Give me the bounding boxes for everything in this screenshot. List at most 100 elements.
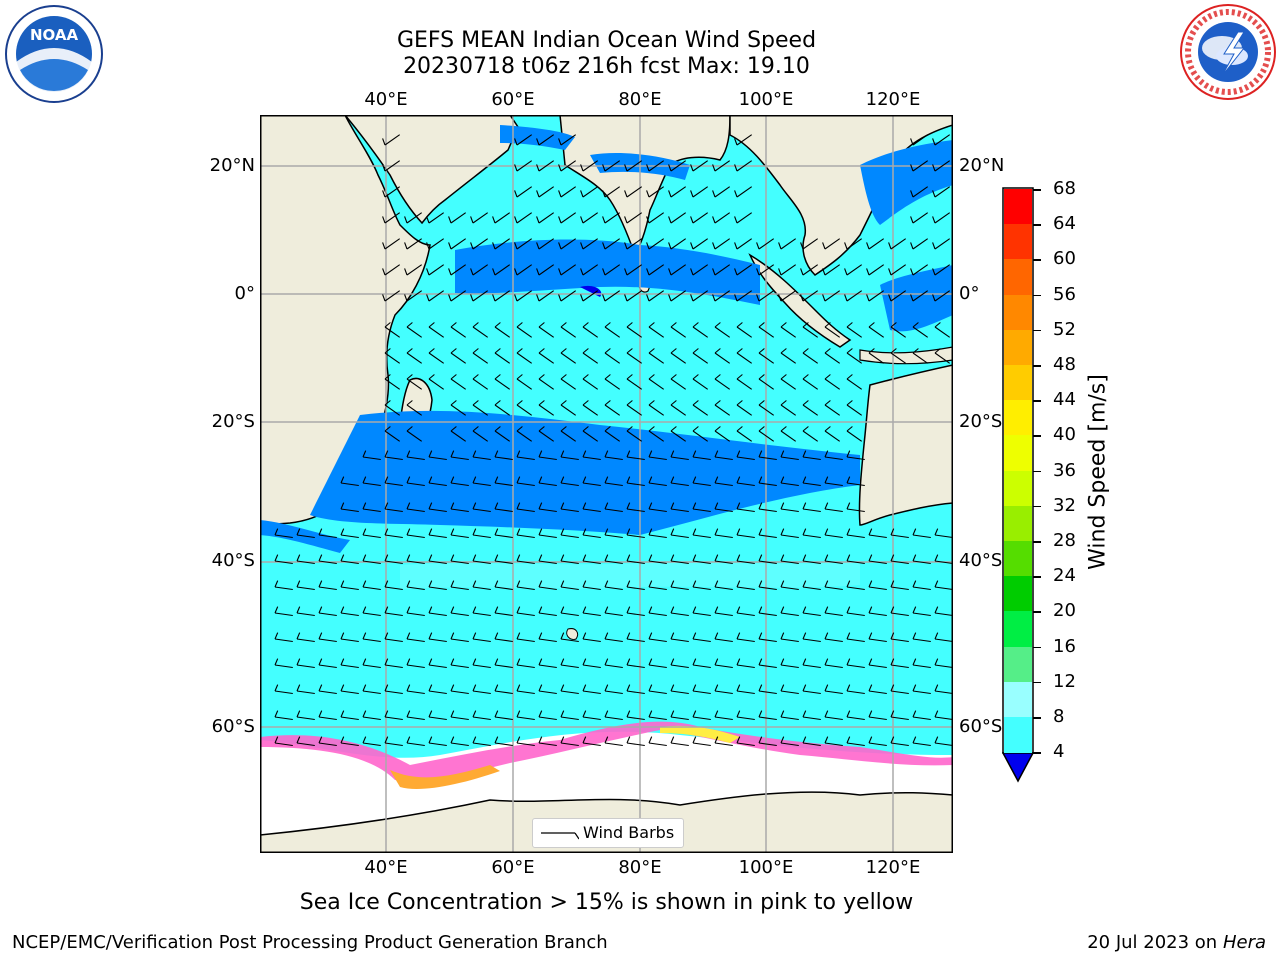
wind-barb-flag: [450, 322, 457, 328]
wind-barb-flag: [670, 502, 675, 510]
wind-barb: [604, 560, 623, 565]
wind-barb: [846, 690, 865, 695]
wind-barb: [692, 160, 709, 172]
wind-barb: [670, 508, 689, 513]
wind-barb-flag: [602, 216, 606, 224]
wind-barb: [604, 160, 621, 172]
wind-barb-flag: [406, 426, 413, 432]
wind-barb-flag: [646, 242, 650, 250]
wind-barb: [824, 456, 843, 461]
wind-barb: [384, 430, 401, 442]
wind-barb-flag: [560, 658, 565, 666]
wind-barb-flag: [868, 606, 873, 614]
wind-barb: [362, 716, 381, 721]
wind-barb-flag: [626, 400, 633, 406]
wind-barb-flag: [934, 322, 941, 328]
wind-barb-flag: [670, 710, 675, 718]
wind-barb-flag: [472, 374, 479, 380]
colorbar-tick-mark: [1033, 541, 1041, 543]
wind-barb: [428, 508, 447, 513]
wind-barb: [384, 134, 401, 146]
wind-barb-flag: [362, 450, 367, 458]
wind-barb: [824, 664, 843, 669]
wind-barb-flag: [736, 374, 743, 380]
wind-barb-flag: [340, 528, 345, 536]
wind-barb-flag: [846, 374, 853, 380]
wind-barb-flag: [670, 476, 675, 484]
wind-barb-flag: [428, 502, 433, 510]
wind-barb-flag: [404, 294, 408, 302]
wind-barb-flag: [648, 348, 655, 354]
wind-barb: [912, 212, 929, 224]
wind-barb-flag: [888, 242, 892, 250]
wind-barb: [758, 716, 777, 721]
wind-barb-flag: [648, 632, 653, 640]
wind-barb: [890, 612, 909, 617]
wind-barb-flag: [560, 554, 565, 562]
wind-barb: [670, 612, 689, 617]
wind-barb-flag: [932, 216, 936, 224]
wind-barb-flag: [558, 164, 562, 172]
wind-barb: [626, 238, 643, 250]
wind-barb-flag: [802, 426, 809, 432]
wind-barb-flag: [582, 684, 587, 692]
colorbar-tick-label: 40: [1053, 424, 1076, 446]
wind-barb-flag: [470, 216, 474, 224]
wind-barb: [692, 378, 709, 390]
wind-barb: [604, 456, 623, 461]
wind-barb-flag: [692, 658, 697, 666]
wind-barb: [670, 238, 687, 250]
wind-barb: [670, 378, 687, 390]
wind-barb-flag: [648, 658, 653, 666]
lat-label-right: 40°S: [959, 550, 1003, 571]
wind-barb-flag: [274, 606, 279, 614]
wind-barb: [340, 612, 359, 617]
wind-barb-flag: [362, 710, 367, 718]
wind-barb: [912, 638, 931, 643]
wind-barb-flag: [472, 502, 477, 510]
wind-barb: [912, 186, 929, 198]
wind-barb-flag: [536, 138, 540, 146]
wind-barb: [692, 586, 711, 591]
wind-barb-flag: [472, 322, 479, 328]
wind-barb-flag: [604, 426, 611, 432]
wind-barb: [406, 534, 425, 539]
footer-host: Hera: [1222, 932, 1266, 953]
wind-barb-flag: [802, 684, 807, 692]
wind-barb-flag: [670, 632, 675, 640]
wind-barb: [758, 352, 775, 364]
wind-barb-flag: [494, 426, 501, 432]
wind-barb: [626, 690, 645, 695]
wind-barb-flag: [450, 348, 457, 354]
wind-barb-flag: [868, 736, 873, 744]
wind-barb: [604, 638, 623, 643]
wind-barb-flag: [362, 554, 367, 562]
wind-barb-flag: [758, 580, 763, 588]
wind-barb: [516, 186, 533, 198]
wind-barb-flag: [890, 658, 895, 666]
wind-barb: [780, 638, 799, 643]
wind-barb: [824, 612, 843, 617]
colorbar-tick-mark: [1033, 189, 1041, 191]
wind-barb-flag: [824, 710, 829, 718]
wind-barb-flag: [846, 426, 853, 432]
wind-barb-flag: [758, 606, 763, 614]
wind-barb-flag: [382, 164, 386, 172]
colorbar-segment: [1004, 259, 1032, 296]
wind-barb: [868, 742, 887, 747]
wind-barb-flag: [824, 684, 829, 692]
wind-barb-flag: [538, 476, 543, 484]
wind-barb: [516, 534, 535, 539]
wind-barb: [560, 612, 579, 617]
wind-barb-flag: [758, 528, 763, 536]
wind-barb: [802, 664, 821, 669]
wind-barb: [494, 716, 513, 721]
wind-barb: [846, 742, 865, 747]
wind-barb: [296, 586, 315, 591]
wind-barb-flag: [626, 658, 631, 666]
wind-barb: [934, 586, 953, 591]
wind-barb: [384, 638, 403, 643]
wind-barb-flag: [868, 322, 875, 328]
wind-barb: [516, 560, 535, 565]
wind-barb-flag: [514, 190, 518, 198]
